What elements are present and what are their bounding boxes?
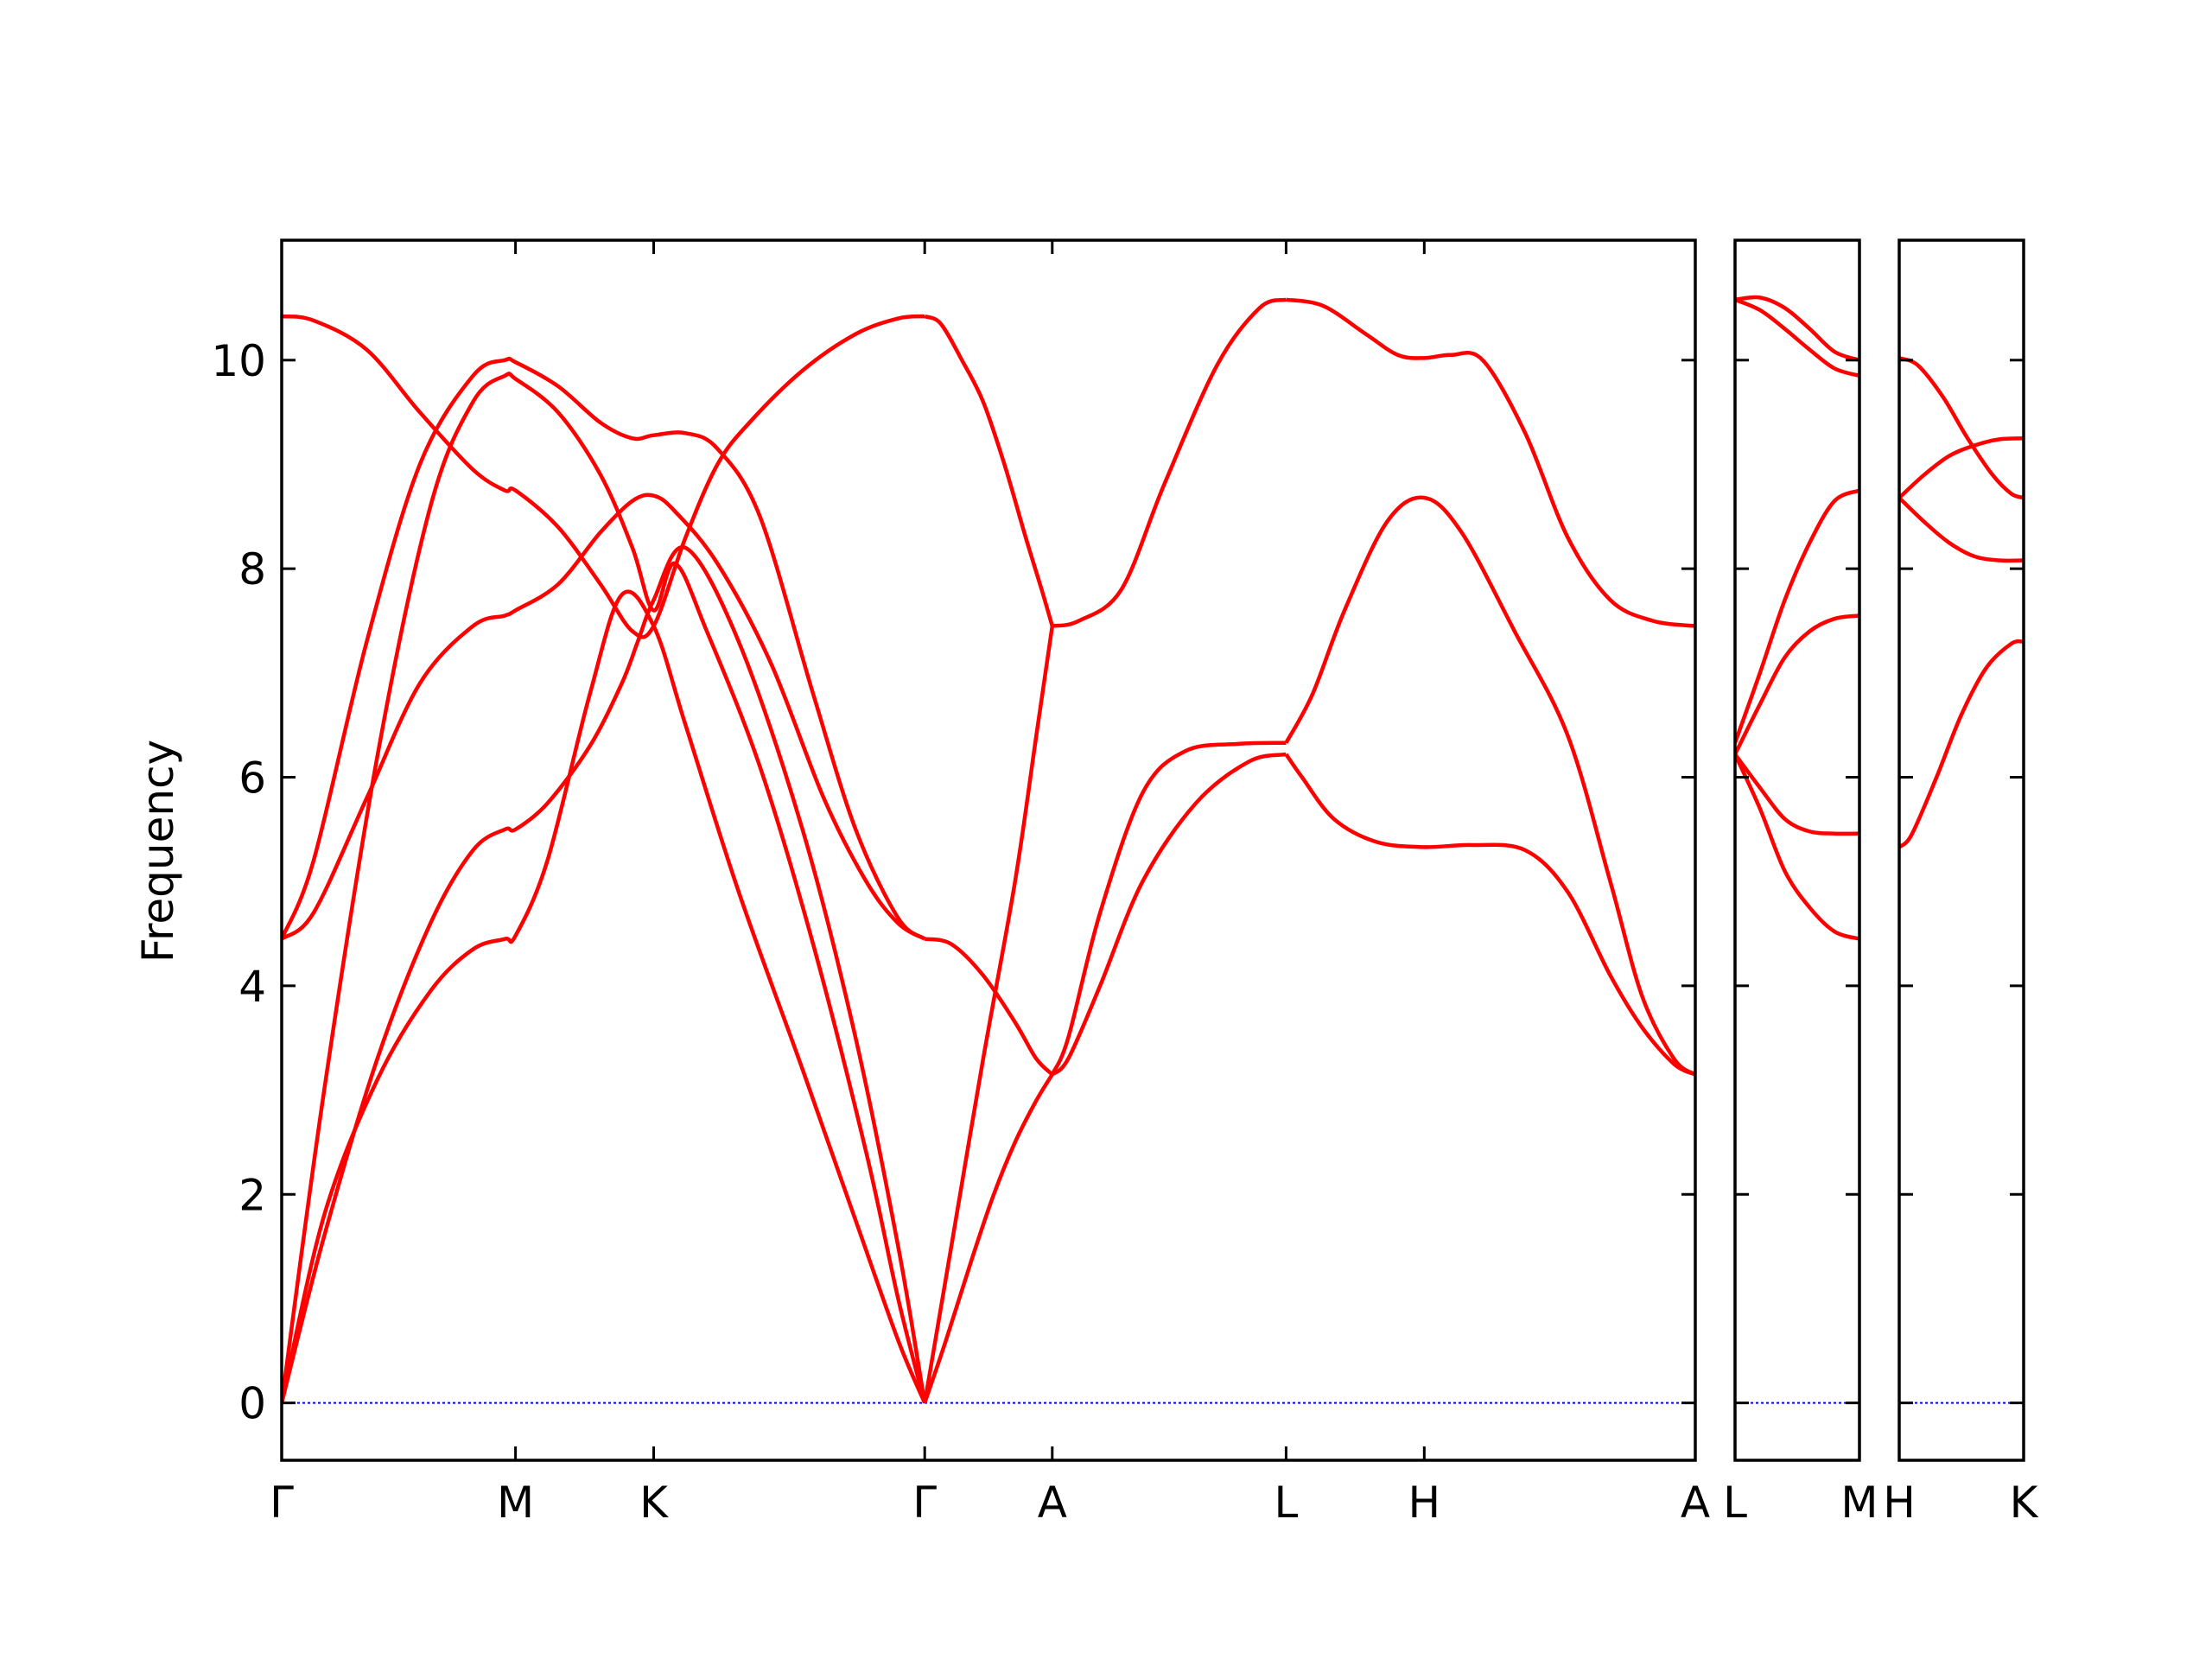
panel-lm-band-4 xyxy=(1735,297,1859,378)
y-tick-label: 6 xyxy=(238,753,266,804)
x-tick-label: L xyxy=(1723,1478,1747,1528)
panel-main-band-3 xyxy=(282,493,926,941)
x-tick-label: K xyxy=(2010,1478,2039,1528)
panel-main-band-9 xyxy=(924,314,1054,627)
x-tick-label: L xyxy=(1274,1478,1298,1528)
panel-main-band-14 xyxy=(1284,495,1695,1077)
y-tick-label: 8 xyxy=(238,544,266,594)
x-tick-label: H xyxy=(1883,1478,1916,1528)
panel-main-band-10 xyxy=(1051,752,1287,1077)
panel-main-band-4 xyxy=(282,356,926,941)
y-tick-label: 4 xyxy=(238,962,266,1012)
panel-main-band-1 xyxy=(282,545,927,1404)
x-tick-label: Γ xyxy=(270,1478,294,1528)
x-tick-label: A xyxy=(1038,1478,1067,1528)
x-tick-label: Γ xyxy=(912,1478,937,1528)
panel-main-band-12 xyxy=(1052,297,1287,628)
panel-main-band-7 xyxy=(922,626,1055,1403)
x-tick-label: K xyxy=(639,1478,669,1528)
panel-main-band-8 xyxy=(924,937,1054,1077)
y-tick-label: 0 xyxy=(238,1379,266,1429)
panel-lm-band-3 xyxy=(1735,488,1859,744)
x-tick-label: A xyxy=(1681,1478,1710,1528)
panel-lm-band-0 xyxy=(1735,753,1859,941)
panel-lm-band-2 xyxy=(1735,613,1859,755)
y-tick-label: 2 xyxy=(238,1170,266,1220)
panel-main-band-13 xyxy=(1284,753,1695,1077)
y-axis-title: Frequency xyxy=(133,740,183,963)
x-tick-label: M xyxy=(1840,1478,1878,1528)
x-tick-label: M xyxy=(497,1478,534,1528)
panel-main-band-11 xyxy=(1050,741,1287,1076)
panel-hk-band-3 xyxy=(1899,356,2024,500)
panel-main-band-5 xyxy=(282,314,925,639)
x-tick-label: H xyxy=(1408,1478,1441,1528)
panel-lm-band-5 xyxy=(1735,295,1859,362)
panel-hk-band-1 xyxy=(1899,496,2024,563)
y-tick-label: 10 xyxy=(211,336,266,386)
panel-lm-band-1 xyxy=(1735,753,1859,836)
panel-hk-band-2 xyxy=(1899,436,2024,499)
panel-main-band-6 xyxy=(923,1073,1054,1404)
panel-main-band-15 xyxy=(1286,297,1695,628)
panel-main-frame xyxy=(280,238,1697,1462)
panel-main-band-0 xyxy=(282,589,927,1404)
panel-hk-band-0 xyxy=(1899,639,2024,849)
panel-lm-frame xyxy=(1733,238,1861,1462)
panel-hk-frame xyxy=(1897,238,2025,1462)
